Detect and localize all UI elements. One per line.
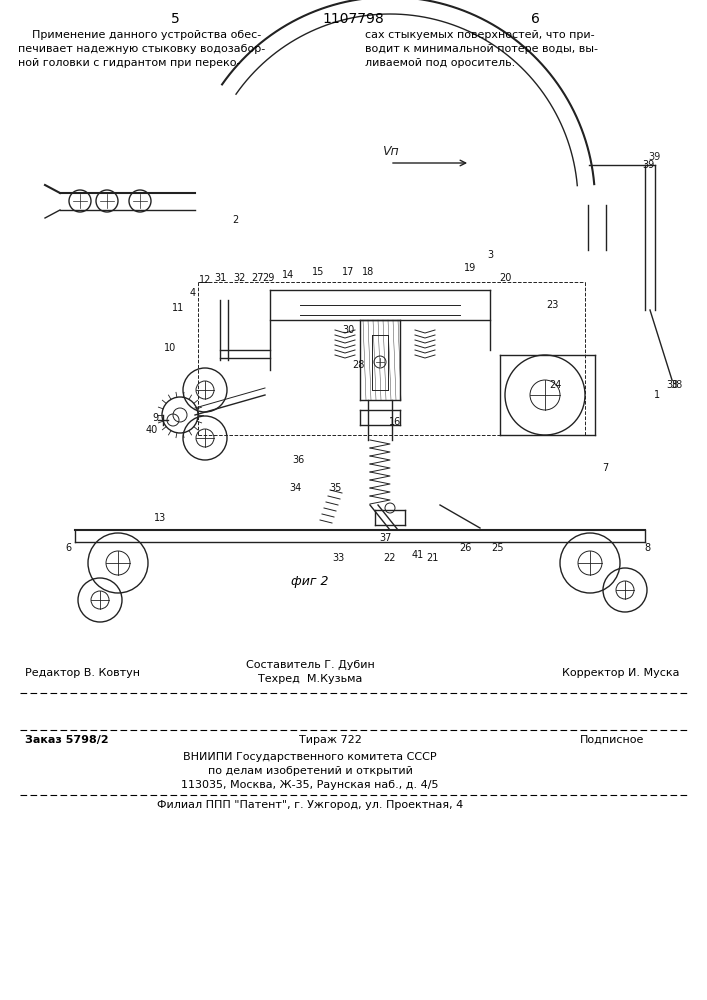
Text: Подписное: Подписное	[580, 735, 644, 745]
Text: 13: 13	[154, 513, 166, 523]
Text: 37: 37	[379, 533, 391, 543]
Text: фиг 2: фиг 2	[291, 575, 329, 588]
Text: Заказ 5798/2: Заказ 5798/2	[25, 735, 109, 745]
Text: 10: 10	[164, 343, 176, 353]
Text: 39: 39	[648, 152, 660, 162]
Text: 27: 27	[252, 273, 264, 283]
Text: 36: 36	[292, 455, 304, 465]
Text: 5: 5	[170, 12, 180, 26]
Text: Составитель Г. Дубин: Составитель Г. Дубин	[245, 660, 375, 670]
Text: 8: 8	[644, 543, 650, 553]
Text: Применение данного устройства обес-: Применение данного устройства обес-	[18, 30, 262, 40]
Text: ной головки с гидрантом при переко-: ной головки с гидрантом при переко-	[18, 58, 240, 68]
Text: 23: 23	[546, 300, 559, 310]
Text: 33: 33	[332, 553, 344, 563]
Text: 35: 35	[329, 483, 341, 493]
Text: 15: 15	[312, 267, 325, 277]
Text: 1: 1	[654, 390, 660, 400]
Circle shape	[385, 503, 395, 513]
Circle shape	[374, 356, 386, 368]
Text: ВНИИПИ Государственного комитета СССР: ВНИИПИ Государственного комитета СССР	[183, 752, 437, 762]
Text: 12: 12	[199, 275, 211, 285]
Text: 30: 30	[342, 325, 354, 335]
Text: 19: 19	[464, 263, 476, 273]
Text: 3: 3	[487, 250, 493, 260]
Text: Корректор И. Муска: Корректор И. Муска	[563, 668, 680, 678]
Text: 18: 18	[362, 267, 374, 277]
Text: 40: 40	[146, 425, 158, 435]
Text: 9: 9	[152, 413, 158, 423]
Text: 38: 38	[666, 380, 678, 390]
Text: 32: 32	[234, 273, 246, 283]
Text: 20: 20	[499, 273, 511, 283]
Text: 113035, Москва, Ж-35, Раунская наб., д. 4/5: 113035, Москва, Ж-35, Раунская наб., д. …	[181, 780, 439, 790]
Text: печивает надежную стыковку водозабор-: печивает надежную стыковку водозабор-	[18, 44, 265, 54]
Text: 34: 34	[289, 483, 301, 493]
Text: сах стыкуемых поверхностей, что при-: сах стыкуемых поверхностей, что при-	[365, 30, 595, 40]
Text: 39: 39	[642, 160, 654, 170]
Text: 28: 28	[352, 360, 364, 370]
Text: 6: 6	[530, 12, 539, 26]
Text: ливаемой под ороситель.: ливаемой под ороситель.	[365, 58, 515, 68]
Text: 41: 41	[412, 550, 424, 560]
Text: 24: 24	[549, 380, 561, 390]
Text: 14: 14	[282, 270, 294, 280]
Text: 6: 6	[65, 543, 71, 553]
Text: 2: 2	[232, 215, 238, 225]
Text: Редактор В. Ковтун: Редактор В. Ковтун	[25, 668, 140, 678]
Text: 31: 31	[214, 273, 226, 283]
Text: по делам изобретений и открытий: по делам изобретений и открытий	[208, 766, 412, 776]
Text: Тираж 722: Тираж 722	[298, 735, 361, 745]
Text: 26: 26	[459, 543, 471, 553]
Text: 29: 29	[262, 273, 274, 283]
Text: Техред  М.Кузьма: Техред М.Кузьма	[258, 674, 362, 684]
Text: водит к минимальной потере воды, вы-: водит к минимальной потере воды, вы-	[365, 44, 598, 54]
Text: 21: 21	[426, 553, 438, 563]
Text: 4: 4	[190, 288, 196, 298]
Text: 11: 11	[172, 303, 184, 313]
Text: 22: 22	[384, 553, 396, 563]
Text: 17: 17	[341, 267, 354, 277]
Text: 38: 38	[670, 380, 682, 390]
Text: 16: 16	[389, 417, 401, 427]
Text: 7: 7	[602, 463, 608, 473]
Text: 25: 25	[492, 543, 504, 553]
Text: Филиал ППП "Патент", г. Ужгород, ул. Проектная, 4: Филиал ППП "Патент", г. Ужгород, ул. Про…	[157, 800, 463, 810]
Text: Vп: Vп	[382, 145, 399, 158]
Text: 1107798: 1107798	[322, 12, 384, 26]
